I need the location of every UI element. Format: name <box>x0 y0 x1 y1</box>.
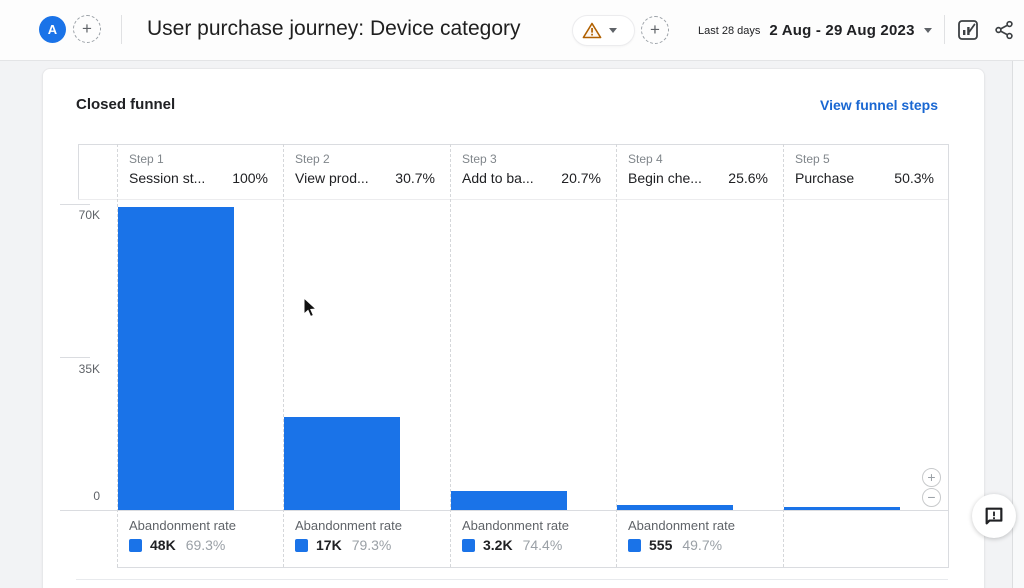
abandonment-row-border <box>117 567 949 568</box>
date-range-value: 2 Aug - 29 Aug 2023 <box>769 22 915 39</box>
abandonment-rate-label: Abandonment rate <box>628 518 735 533</box>
date-range-selector[interactable]: Last 28 days 2 Aug - 29 Aug 2023 <box>698 0 932 61</box>
step-number-label: Step 3 <box>462 152 497 166</box>
header-divider <box>121 15 122 44</box>
table-right-border <box>948 144 949 567</box>
funnel-bar[interactable] <box>784 507 900 510</box>
header-divider <box>944 15 945 44</box>
feedback-bubble-icon <box>983 505 1005 527</box>
step-name-label: Add to ba... <box>462 170 534 186</box>
abandonment-rate-value: 69.3% <box>185 537 226 553</box>
date-range-preset-label: Last 28 days <box>698 24 761 37</box>
funnel-bar[interactable] <box>451 491 567 510</box>
step-name-label: Session st... <box>129 170 206 186</box>
y-axis-tick <box>60 510 90 511</box>
abandonment-value-row: 3.2K 74.4% <box>462 537 562 553</box>
sampling-warning-dropdown[interactable] <box>572 15 635 46</box>
view-funnel-steps-link[interactable]: View funnel steps <box>820 97 938 113</box>
step-completion-rate: 25.6% <box>728 170 768 186</box>
feedback-button[interactable] <box>972 494 1016 538</box>
funnel-bar[interactable] <box>617 505 733 510</box>
page-title[interactable]: User purchase journey: Device category <box>147 17 521 40</box>
abandonment-value-row: 48K 69.3% <box>129 537 225 553</box>
abandonment-rate-label: Abandonment rate <box>129 518 236 533</box>
step-name-label: Purchase <box>795 170 855 186</box>
step-completion-rate: 20.7% <box>561 170 601 186</box>
add-comparison-button[interactable]: + <box>641 16 669 44</box>
right-panel-edge <box>1012 61 1024 588</box>
table-left-border <box>78 144 79 199</box>
abandonment-rate-value: 74.4% <box>522 537 563 553</box>
funnel-chart: 70K 35K 0 Step 1 Session st... 100% Abandonmen… <box>60 144 949 568</box>
zoom-in-button[interactable]: + <box>922 468 941 487</box>
y-axis-tick <box>60 204 90 205</box>
abandonment-rate-value: 79.3% <box>351 537 392 553</box>
chevron-down-icon <box>609 28 617 33</box>
column-separator <box>616 144 617 567</box>
share-icon <box>993 19 1015 41</box>
step-completion-rate: 50.3% <box>894 170 934 186</box>
exploration-header: A + User purchase journey: Device catego… <box>0 0 1024 61</box>
abandonment-value-row: 17K 79.3% <box>295 537 391 553</box>
chevron-down-icon <box>923 28 932 33</box>
add-tab-button[interactable]: + <box>73 15 101 43</box>
share-button[interactable] <box>990 16 1018 44</box>
tab-avatar[interactable]: A <box>39 16 66 43</box>
step-name-label: View prod... <box>295 170 369 186</box>
step-completion-rate: 30.7% <box>395 170 435 186</box>
abandonment-rate-label: Abandonment rate <box>295 518 402 533</box>
column-separator <box>283 144 284 567</box>
column-separator <box>783 144 784 567</box>
abandonment-count: 17K <box>316 537 342 553</box>
step-name-label: Begin che... <box>628 170 702 186</box>
y-axis-label: 70K <box>78 208 100 222</box>
legend-swatch <box>628 538 641 552</box>
abandonment-rate-value: 49.7% <box>682 537 723 553</box>
funnel-visualization-card: Closed funnel View funnel steps 70K 35K 0 S… <box>42 68 985 588</box>
section-divider <box>76 579 948 580</box>
column-separator <box>450 144 451 567</box>
column-separator <box>117 144 118 567</box>
funnel-bar[interactable] <box>284 417 400 510</box>
y-axis-tick <box>60 357 90 358</box>
abandonment-rate-label: Abandonment rate <box>462 518 569 533</box>
legend-swatch <box>295 538 308 552</box>
abandonment-count: 48K <box>150 537 176 553</box>
abandonment-value-row: 555 49.7% <box>628 537 722 553</box>
y-axis-label: 0 <box>93 489 100 503</box>
zoom-out-button[interactable]: − <box>922 488 941 507</box>
funnel-bar[interactable] <box>118 207 234 510</box>
legend-swatch <box>462 538 475 552</box>
step-number-label: Step 5 <box>795 152 830 166</box>
step-number-label: Step 1 <box>129 152 164 166</box>
chart-baseline <box>78 510 949 511</box>
step-number-label: Step 2 <box>295 152 330 166</box>
table-top-border <box>78 144 949 145</box>
step-number-label: Step 4 <box>628 152 663 166</box>
abandonment-count: 3.2K <box>483 537 513 553</box>
visualization-title: Closed funnel <box>76 96 176 113</box>
header-bottom-border <box>78 199 949 200</box>
edit-chart-button[interactable] <box>954 16 982 44</box>
legend-swatch <box>129 538 142 552</box>
warning-icon <box>582 22 602 39</box>
y-axis-label: 35K <box>78 362 100 376</box>
step-completion-rate: 100% <box>232 170 268 186</box>
edit-chart-icon <box>956 18 980 42</box>
abandonment-count: 555 <box>649 537 673 553</box>
